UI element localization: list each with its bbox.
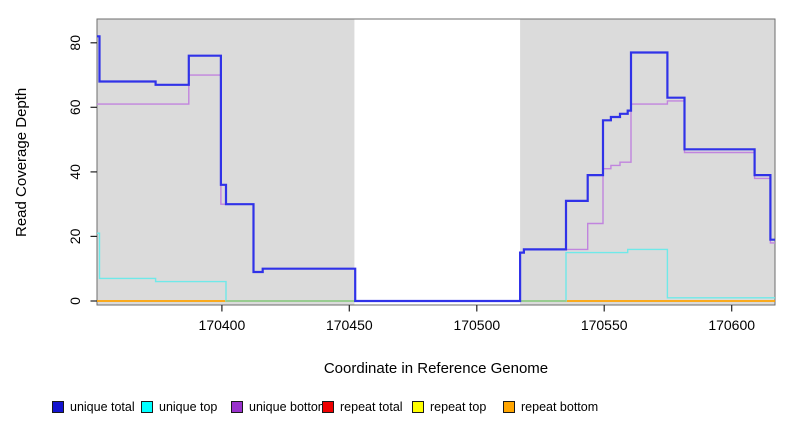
y-tick-label: 60 (67, 99, 83, 115)
legend-label: unique top (159, 400, 218, 414)
legend-label: unique bottom (249, 400, 329, 414)
legend-label: repeat bottom (521, 400, 599, 414)
plot-border (96, 18, 776, 306)
y-tick-label: 20 (67, 228, 83, 244)
series-line-unique-total (97, 35, 775, 303)
legend: unique total unique top unique bottom repea… (0, 395, 792, 419)
y-tick-label: 80 (67, 35, 83, 51)
legend-label: repeat total (340, 400, 403, 414)
legend-label: repeat top (430, 400, 487, 414)
x-tick-label: 170400 (199, 317, 246, 333)
legend-item-repeat-top: repeat top (412, 395, 486, 419)
y-tick-label: 0 (67, 297, 83, 305)
legend-item-unique-total: unique total (52, 395, 135, 419)
legend-item-unique-bottom: unique bottom (231, 395, 328, 419)
legend-swatch-icon (322, 401, 334, 413)
x-tick-label: 170500 (453, 317, 500, 333)
legend-item-repeat-bottom: repeat bottom (503, 395, 598, 419)
legend-item-repeat-total: repeat total (322, 395, 403, 419)
legend-swatch-icon (231, 401, 243, 413)
legend-swatch-icon (141, 401, 153, 413)
legend-item-unique-top: unique top (141, 395, 217, 419)
legend-swatch-icon (503, 401, 515, 413)
shaded-region (520, 19, 775, 305)
legend-label: unique total (70, 400, 135, 414)
y-tick-label: 40 (67, 164, 83, 180)
legend-swatch-icon (412, 401, 424, 413)
legend-swatch-icon (52, 401, 64, 413)
x-tick-label: 170600 (708, 317, 755, 333)
x-axis-title: Coordinate in Reference Genome (323, 360, 549, 377)
x-tick-label: 170550 (581, 317, 628, 333)
y-axis-title: Read Coverage Depth (13, 87, 30, 237)
shaded-region (97, 19, 355, 305)
x-tick-label: 170450 (326, 317, 373, 333)
